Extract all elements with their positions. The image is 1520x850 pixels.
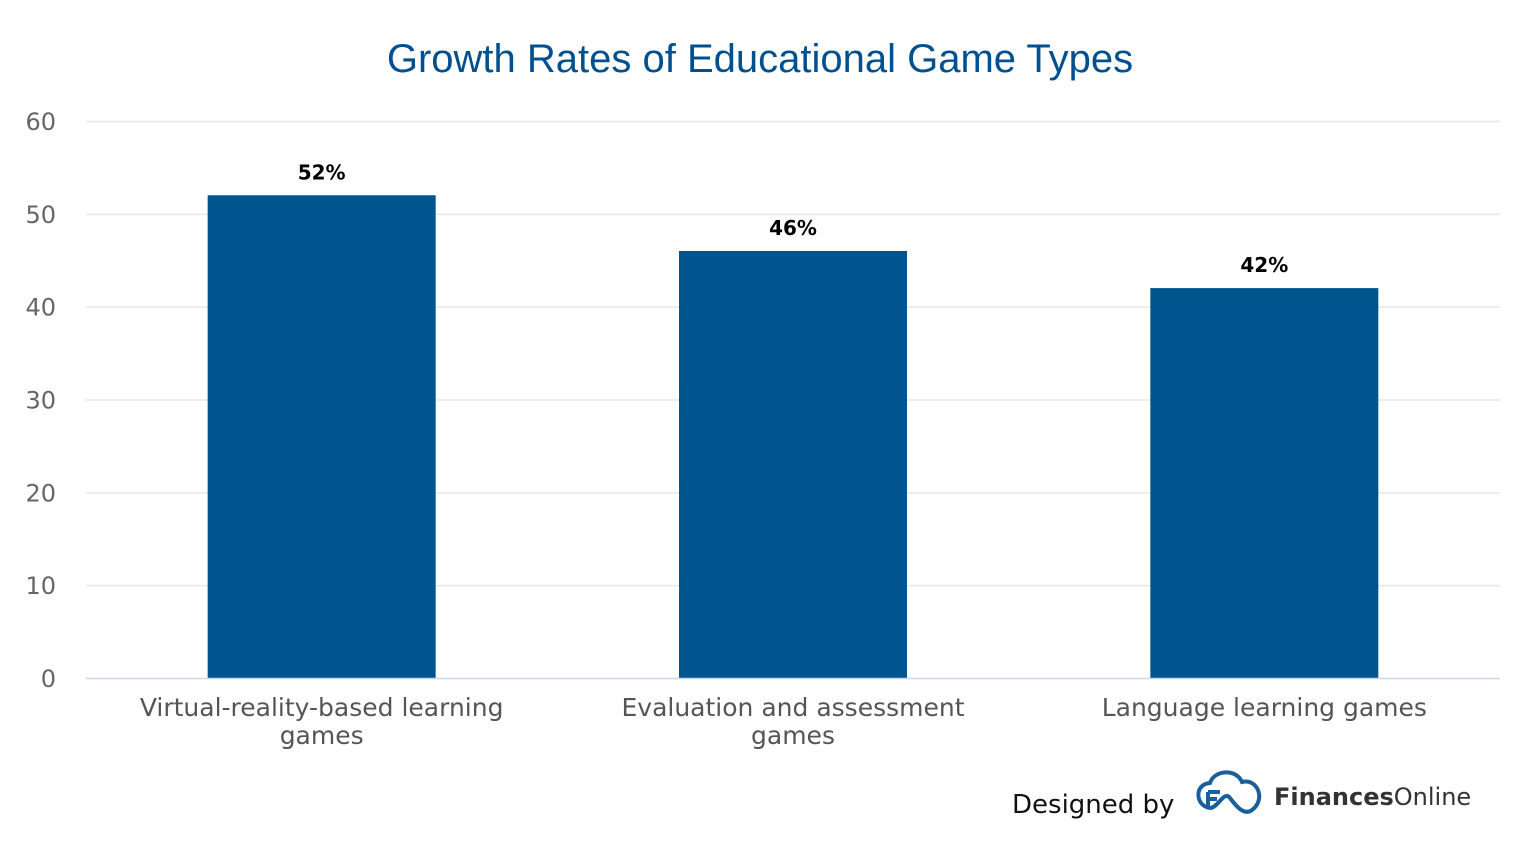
brand-name: FinancesOnline — [1274, 783, 1471, 811]
data-label: 46% — [769, 216, 817, 240]
designed-by-text: Designed by — [1012, 790, 1174, 820]
bar — [679, 250, 907, 678]
data-label: 42% — [1240, 253, 1288, 277]
y-tick-label: 40 — [25, 294, 56, 322]
bar — [1150, 288, 1379, 678]
x-tick-label: Language learning games — [1102, 693, 1427, 722]
y-tick-label: 60 — [25, 108, 56, 136]
y-tick-label: 30 — [25, 387, 56, 415]
credit: Designed by FinancesOnline — [1012, 770, 1471, 820]
x-tick-label: games — [751, 721, 835, 750]
y-axis-ticks: 0 10 20 30 40 50 60 — [25, 108, 56, 693]
data-labels: 52% 46% 42% — [298, 160, 1289, 277]
y-tick-label: 10 — [25, 572, 56, 600]
x-tick-label: Virtual-reality-based learning — [140, 693, 504, 722]
chart-title: Growth Rates of Educational Game Types — [387, 37, 1133, 81]
y-tick-label: 20 — [25, 479, 56, 507]
finances-online-logo-icon — [1196, 770, 1262, 814]
x-axis-labels: Virtual-reality-based learninggamesEvalu… — [140, 693, 1427, 750]
x-tick-label: games — [280, 721, 364, 750]
data-label: 52% — [298, 160, 346, 184]
y-tick-label: 0 — [41, 665, 56, 693]
y-tick-label: 50 — [25, 201, 56, 229]
bars — [207, 195, 1379, 678]
x-tick-label: Evaluation and assessment — [621, 693, 964, 722]
bar — [207, 195, 436, 678]
